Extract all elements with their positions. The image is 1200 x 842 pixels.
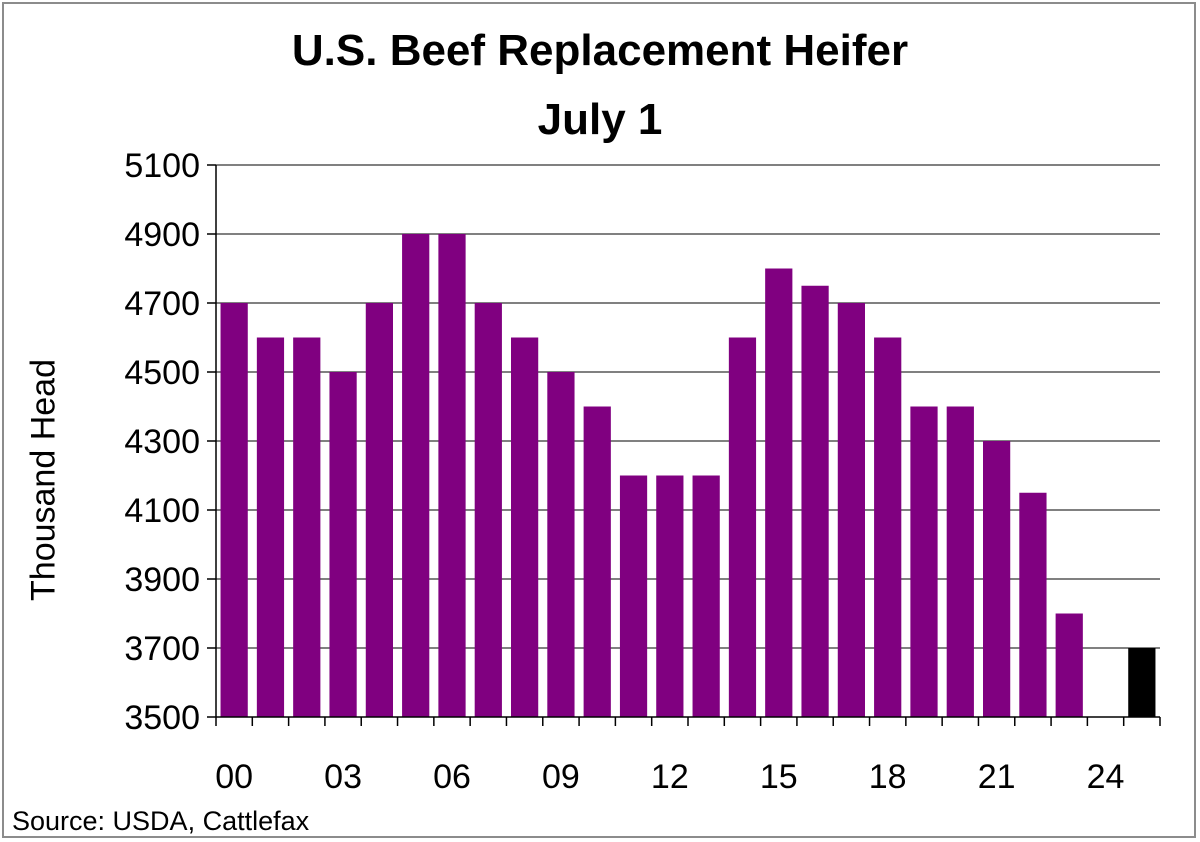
bar-11 [619, 475, 648, 717]
chart-title: U.S. Beef Replacement Heifer [291, 26, 909, 75]
bar-03 [329, 372, 357, 717]
axes [215, 165, 1161, 726]
bar-18 [874, 337, 902, 717]
bar-01 [256, 337, 285, 717]
bar-25 [1128, 648, 1156, 717]
bar-16 [801, 285, 829, 717]
bar-10 [583, 406, 611, 717]
bar-13 [692, 475, 720, 717]
y-axis-label: Thousand Head [24, 359, 63, 601]
x-tick-label: 18 [869, 758, 907, 796]
source-note: Source: USDA, Cattlefax [12, 806, 310, 836]
x-tick-label: 03 [324, 758, 362, 796]
bar-06 [438, 234, 466, 717]
bar-22 [1019, 492, 1047, 717]
bar-05 [402, 234, 430, 717]
chart-subtitle: July 1 [537, 95, 663, 144]
bar-23 [1055, 613, 1083, 717]
y-tick-labels: 3500 3700 3900 4100 4300 4500 4700 4900 5100 [124, 147, 200, 737]
bar-04 [365, 303, 393, 717]
bar-08 [511, 337, 539, 717]
bar-17 [837, 303, 865, 717]
x-tick-label: 12 [651, 758, 689, 796]
x-tick-label: 21 [978, 758, 1016, 796]
bar-20 [946, 406, 974, 717]
bar-09 [547, 372, 575, 717]
bar-00 [220, 303, 248, 717]
x-tick-label: 15 [760, 758, 798, 796]
bar-19 [910, 406, 938, 717]
y-tick-label: 3500 [124, 699, 200, 737]
x-tick-label: 00 [215, 758, 253, 796]
bar-15 [765, 268, 793, 717]
bar-12 [656, 475, 684, 717]
bar-07 [474, 303, 502, 717]
y-tick-label: 5100 [124, 147, 200, 185]
x-tick-label: 09 [542, 758, 580, 796]
bar-21 [983, 441, 1011, 717]
y-tick-label: 3900 [124, 561, 200, 599]
x-tick-labels: 00 03 06 09 12 15 18 21 24 [215, 758, 1124, 796]
bars [220, 234, 1156, 717]
x-tick-label: 06 [433, 758, 471, 796]
bar-02 [293, 337, 321, 717]
y-tick-label: 4900 [124, 216, 200, 254]
y-tick-label: 4500 [124, 354, 200, 392]
y-tick-label: 3700 [124, 630, 200, 668]
y-tick-label: 4300 [124, 423, 200, 461]
x-tick-label: 24 [1087, 758, 1125, 796]
y-tick-label: 4100 [124, 492, 200, 530]
y-tick-label: 4700 [124, 285, 200, 323]
bar-14 [728, 337, 757, 717]
